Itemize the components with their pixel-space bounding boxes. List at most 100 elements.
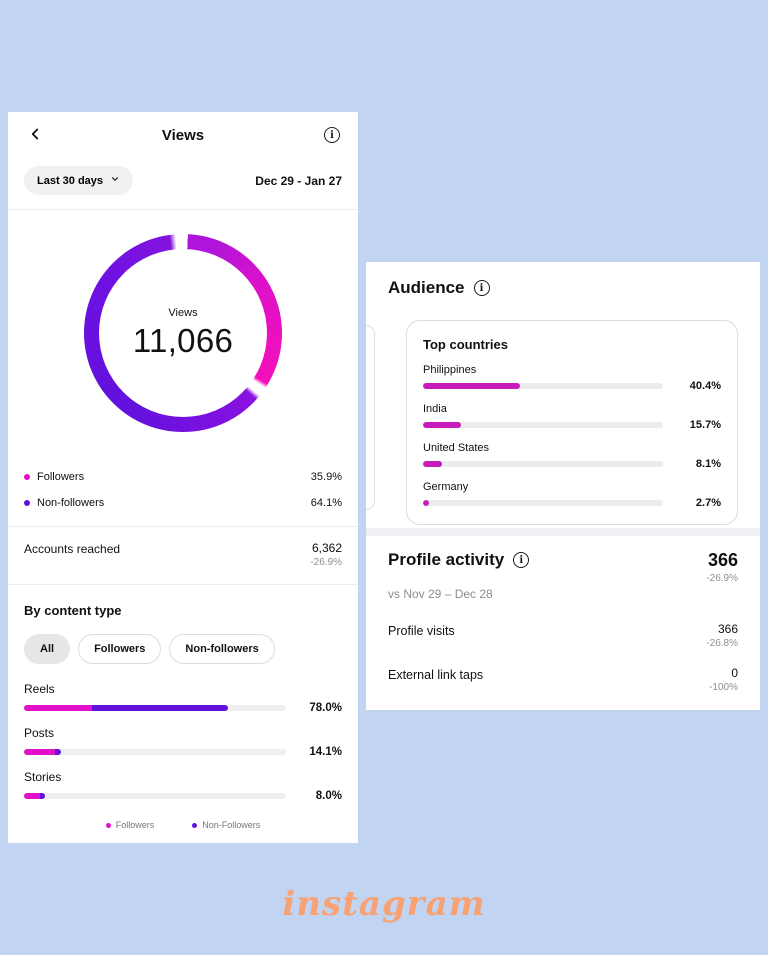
country-row: Philippines 40.4% (423, 364, 721, 392)
row-delta: -100% (709, 682, 738, 693)
content-type-bars: Reels 78.0% Posts 14.1% Stories (8, 682, 358, 802)
chevron-down-icon (110, 174, 120, 187)
bar-label: Reels (24, 682, 55, 696)
external-link-taps-row: External link taps 0 -100% (388, 655, 738, 699)
nonfollowers-dot-icon (24, 500, 30, 506)
legend-label: Non-followers (37, 497, 105, 509)
country-label: Germany (423, 481, 469, 493)
followers-dot-icon (105, 822, 111, 828)
country-row: India 15.7% (423, 403, 721, 431)
row-label: Profile visits (388, 624, 455, 638)
views-info-button[interactable]: i (324, 127, 340, 143)
info-icon: i (513, 552, 530, 568)
bar-nonfollowers-segment (39, 793, 45, 799)
accounts-reached-value: 6,362 (311, 541, 342, 555)
back-button[interactable] (26, 125, 44, 146)
donut-center-value: 11,066 (132, 321, 234, 359)
accounts-reached-delta: -26.9% (310, 557, 342, 568)
country-bar-track (423, 461, 663, 467)
views-donut-ring: Views 11,066 (84, 234, 282, 432)
row-label: External link taps (388, 668, 484, 682)
instagram-wordmark: instagram (282, 884, 486, 924)
content-bar-reels: Reels 78.0% (24, 682, 342, 714)
profile-visits-row: Profile visits 366 -26.8% (388, 611, 738, 655)
country-value: 8.1% (695, 458, 721, 470)
info-icon: i (473, 280, 490, 296)
info-icon: i (324, 127, 340, 143)
views-donut-chart: Views 11,066 (8, 210, 358, 464)
legend-row-followers: Followers 35.9% (8, 464, 358, 490)
bar-label: Stories (24, 770, 62, 784)
back-chevron-icon (26, 125, 44, 146)
country-row: Germany 2.7% (423, 481, 721, 509)
filter-pill-all[interactable]: All (24, 634, 71, 664)
profile-activity-title: Profile activity (388, 550, 505, 569)
legend-label: Followers (37, 471, 85, 483)
period-dropdown-label: Last 30 days (37, 174, 104, 187)
views-donut-center: Views 11,066 (99, 249, 267, 417)
legend-row-nonfollowers: Non-followers 64.1% (8, 490, 358, 516)
bar-track (24, 793, 286, 799)
row-value: 366 (717, 622, 738, 636)
country-bar-fill (423, 461, 443, 467)
bar-followers-segment (24, 705, 93, 711)
country-label: United States (423, 442, 490, 454)
content-bar-stories: Stories 8.0% (24, 770, 342, 802)
bar-followers-segment (24, 749, 56, 755)
country-bar-fill (423, 383, 520, 389)
country-row: United States 8.1% (423, 442, 721, 470)
followers-dot-icon (24, 474, 30, 480)
bar-label: Posts (24, 726, 55, 740)
bottom-legend: Followers Non-Followers (8, 820, 358, 830)
country-label: Philippines (423, 364, 477, 376)
country-bar-track (423, 422, 663, 428)
audience-panel: Audience i Top countries Philippines 40.… (366, 262, 760, 528)
content-type-filters: All Followers Non-followers (8, 626, 358, 670)
country-bar-fill (423, 500, 430, 506)
bar-value: 14.1% (309, 746, 342, 758)
country-label: India (423, 403, 447, 415)
bar-track (24, 749, 286, 755)
country-bar-fill (423, 422, 461, 428)
nonfollowers-dot-icon (192, 822, 198, 828)
views-panel: Views i Last 30 days Dec 29 - Jan 27 Vie… (8, 112, 358, 843)
by-content-type-title: By content type (24, 603, 122, 618)
profile-activity-panel: Profile activity i 366 -26.9% vs Nov 29 … (366, 536, 760, 710)
profile-activity-total-delta: -26.9% (706, 573, 738, 584)
legend-label: Non-Followers (202, 820, 261, 830)
row-delta: -26.8% (706, 638, 738, 649)
content-bar-posts: Posts 14.1% (24, 726, 342, 758)
bar-nonfollowers-segment (92, 705, 229, 711)
audience-info-button[interactable]: i (473, 280, 490, 296)
filter-pill-followers[interactable]: Followers (78, 634, 162, 664)
period-dropdown[interactable]: Last 30 days (24, 166, 134, 195)
bar-followers-segment (24, 793, 40, 799)
section-divider (366, 528, 760, 536)
compare-period-label: vs Nov 29 – Dec 28 (388, 587, 493, 601)
top-countries-card: Top countries Philippines 40.4% India 15… (406, 320, 738, 525)
country-bar-track (423, 383, 663, 389)
profile-activity-total: 366 (707, 550, 738, 570)
filter-row: Last 30 days Dec 29 - Jan 27 (8, 158, 358, 210)
country-bar-track (423, 500, 663, 506)
legend-label: Followers (115, 820, 155, 830)
profile-activity-info-button[interactable]: i (513, 552, 530, 568)
page-title: Views (161, 126, 205, 144)
country-value: 2.7% (695, 497, 721, 509)
audience-title: Audience (388, 278, 465, 297)
date-range-label: Dec 29 - Jan 27 (255, 173, 342, 188)
legend-value: 35.9% (310, 471, 342, 483)
row-value: 0 (731, 666, 738, 680)
bar-nonfollowers-segment (55, 749, 61, 755)
accounts-reached-label: Accounts reached (24, 542, 121, 556)
right-column: Audience i Top countries Philippines 40.… (366, 262, 760, 710)
donut-center-label: Views (168, 306, 198, 319)
filter-pill-nonfollowers[interactable]: Non-followers (169, 634, 275, 664)
country-value: 40.4% (689, 380, 721, 392)
accounts-reached-row: Accounts reached 6,362 -26.9% (8, 526, 358, 585)
views-header: Views i (8, 112, 358, 158)
bar-track (24, 705, 286, 711)
country-value: 15.7% (689, 419, 721, 431)
top-countries-title: Top countries (423, 337, 508, 352)
legend-value: 64.1% (310, 497, 342, 509)
